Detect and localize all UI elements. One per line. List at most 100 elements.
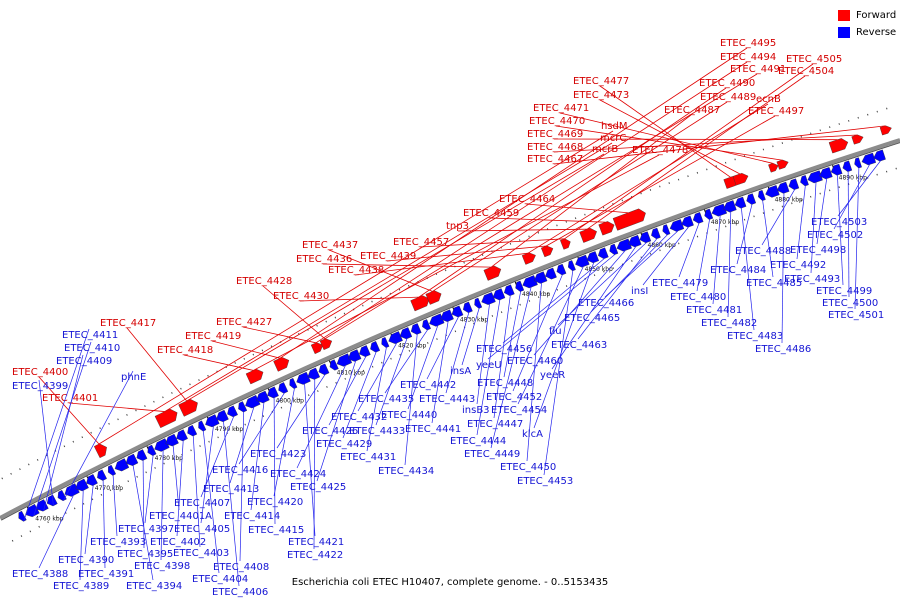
forward-gene-label[interactable]: ETEC_4418 bbox=[157, 345, 213, 356]
reverse-gene-arrow[interactable] bbox=[114, 458, 130, 472]
reverse-gene-label[interactable]: ETEC_4450 bbox=[500, 462, 556, 473]
forward-gene-label[interactable]: mcrC bbox=[600, 133, 626, 144]
reverse-gene-arrow[interactable] bbox=[97, 469, 107, 481]
reverse-gene-label[interactable]: ETEC_4398 bbox=[134, 561, 190, 572]
reverse-gene-label[interactable]: ETEC_4431 bbox=[340, 452, 396, 463]
reverse-gene-label[interactable]: yeeU bbox=[476, 360, 502, 371]
reverse-gene-arrow[interactable] bbox=[474, 297, 483, 309]
forward-gene-label[interactable]: ETEC_4478 bbox=[632, 145, 688, 156]
reverse-gene-arrow[interactable] bbox=[533, 271, 548, 284]
reverse-gene-arrow[interactable] bbox=[842, 160, 853, 172]
reverse-gene-label[interactable]: ETEC_4440 bbox=[381, 410, 437, 421]
reverse-gene-label[interactable]: ETEC_4482 bbox=[701, 318, 757, 329]
reverse-gene-arrow[interactable] bbox=[462, 301, 473, 314]
reverse-gene-label[interactable]: ETEC_4434 bbox=[378, 466, 434, 477]
reverse-gene-arrow[interactable] bbox=[481, 292, 496, 305]
reverse-gene-label[interactable]: insB3 bbox=[462, 405, 490, 416]
reverse-gene-arrow[interactable] bbox=[336, 353, 353, 367]
reverse-gene-label[interactable]: ETEC_4498 bbox=[790, 245, 846, 256]
reverse-gene-label[interactable]: ETEC_4414 bbox=[224, 511, 280, 522]
reverse-gene-arrow[interactable] bbox=[86, 474, 98, 486]
forward-gene-label[interactable]: ETEC_4491 bbox=[730, 64, 786, 75]
forward-gene-label[interactable]: tnp3 bbox=[446, 221, 469, 232]
forward-gene-arrow[interactable] bbox=[579, 227, 597, 243]
reverse-gene-arrow[interactable] bbox=[776, 181, 790, 194]
forward-gene-label[interactable]: ETEC_4504 bbox=[778, 66, 834, 77]
reverse-gene-label[interactable]: ETEC_4393 bbox=[90, 537, 146, 548]
reverse-gene-arrow[interactable] bbox=[757, 189, 766, 201]
reverse-gene-label[interactable]: ETEC_4426 bbox=[302, 426, 358, 437]
forward-gene-arrow[interactable] bbox=[768, 162, 779, 173]
reverse-gene-arrow[interactable] bbox=[176, 429, 188, 442]
reverse-gene-arrow[interactable] bbox=[370, 341, 381, 353]
reverse-gene-arrow[interactable] bbox=[639, 231, 652, 244]
reverse-gene-arrow[interactable] bbox=[451, 305, 464, 318]
forward-gene-label[interactable]: ETEC_4489 bbox=[700, 92, 756, 103]
reverse-gene-arrow[interactable] bbox=[704, 208, 714, 220]
forward-gene-label[interactable]: ETEC_4436 bbox=[296, 254, 352, 265]
forward-gene-label[interactable]: ETEC_4469 bbox=[527, 129, 583, 140]
reverse-gene-arrow[interactable] bbox=[25, 503, 40, 518]
reverse-gene-arrow[interactable] bbox=[154, 438, 170, 452]
reverse-gene-label[interactable]: ETEC_4397 bbox=[118, 524, 174, 535]
forward-gene-label[interactable]: ETEC_4457 bbox=[393, 237, 449, 248]
reverse-gene-arrow[interactable] bbox=[765, 185, 780, 198]
reverse-gene-label[interactable]: ETEC_4486 bbox=[755, 344, 811, 355]
reverse-gene-label[interactable]: yeeR bbox=[540, 370, 565, 381]
reverse-gene-label[interactable]: ETEC_4413 bbox=[203, 484, 259, 495]
reverse-gene-label[interactable]: ETEC_4423 bbox=[250, 449, 306, 460]
reverse-gene-arrow[interactable] bbox=[205, 414, 220, 428]
reverse-gene-label[interactable]: ETEC_4501 bbox=[828, 310, 884, 321]
forward-gene-arrow[interactable] bbox=[540, 245, 554, 258]
reverse-gene-arrow[interactable] bbox=[669, 219, 685, 232]
reverse-gene-arrow[interactable] bbox=[586, 251, 600, 264]
reverse-gene-arrow[interactable] bbox=[198, 420, 207, 432]
reverse-gene-label[interactable]: ETEC_4485 bbox=[746, 278, 802, 289]
reverse-gene-arrow[interactable] bbox=[64, 483, 80, 497]
reverse-gene-arrow[interactable] bbox=[492, 288, 506, 301]
reverse-gene-arrow[interactable] bbox=[278, 382, 289, 394]
forward-gene-arrow[interactable] bbox=[410, 295, 430, 312]
reverse-gene-label[interactable]: ETEC_4425 bbox=[290, 482, 346, 493]
reverse-gene-label[interactable]: ETEC_4444 bbox=[450, 436, 506, 447]
reverse-gene-arrow[interactable] bbox=[256, 390, 270, 404]
reverse-gene-label[interactable]: ETEC_4410 bbox=[64, 343, 120, 354]
forward-gene-label[interactable]: ETEC_4497 bbox=[748, 106, 804, 117]
reverse-gene-label[interactable]: ETEC_4435 bbox=[358, 394, 414, 405]
reverse-gene-arrow[interactable] bbox=[329, 359, 339, 371]
forward-gene-arrow[interactable] bbox=[828, 138, 849, 154]
reverse-gene-arrow[interactable] bbox=[187, 424, 198, 437]
reverse-gene-label[interactable]: ETEC_4395 bbox=[117, 549, 173, 560]
forward-gene-label[interactable]: ETEC_4438 bbox=[328, 265, 384, 276]
forward-gene-label[interactable]: mcrB bbox=[592, 144, 618, 155]
reverse-gene-arrow[interactable] bbox=[57, 489, 67, 502]
forward-gene-label[interactable]: ETEC_4477 bbox=[573, 76, 629, 87]
reverse-gene-label[interactable]: ETEC_4415 bbox=[248, 525, 304, 536]
reverse-gene-label[interactable]: ETEC_4493 bbox=[784, 274, 840, 285]
reverse-gene-arrow[interactable] bbox=[347, 349, 362, 362]
reverse-gene-arrow[interactable] bbox=[861, 152, 877, 166]
reverse-gene-label[interactable]: ETEC_4421 bbox=[288, 537, 344, 548]
reverse-gene-label[interactable]: ETEC_4409 bbox=[56, 356, 112, 367]
forward-gene-label[interactable]: ETEC_4495 bbox=[720, 38, 776, 49]
reverse-gene-arrow[interactable] bbox=[289, 377, 298, 389]
reverse-gene-label[interactable]: flu bbox=[549, 326, 562, 337]
reverse-gene-arrow[interactable] bbox=[515, 280, 525, 292]
reverse-gene-arrow[interactable] bbox=[711, 203, 728, 217]
forward-gene-label[interactable]: ETEC_4439 bbox=[360, 251, 416, 262]
reverse-gene-arrow[interactable] bbox=[429, 313, 445, 327]
reverse-gene-label[interactable]: ETEC_4443 bbox=[419, 394, 475, 405]
forward-gene-label[interactable]: ETEC_4428 bbox=[236, 276, 292, 287]
reverse-gene-arrow[interactable] bbox=[388, 331, 403, 345]
forward-gene-label[interactable]: ETEC_4490 bbox=[699, 78, 755, 89]
forward-gene-label[interactable]: ETEC_4467 bbox=[527, 154, 583, 165]
forward-gene-arrow[interactable] bbox=[319, 338, 333, 351]
reverse-gene-label[interactable]: insA bbox=[450, 366, 471, 377]
reverse-gene-arrow[interactable] bbox=[136, 449, 148, 461]
reverse-gene-arrow[interactable] bbox=[788, 178, 800, 190]
reverse-gene-label[interactable]: ETEC_4390 bbox=[58, 555, 114, 566]
reverse-gene-label[interactable]: ETEC_4452 bbox=[486, 392, 542, 403]
reverse-gene-label[interactable]: ETEC_4394 bbox=[126, 581, 182, 592]
reverse-gene-arrow[interactable] bbox=[609, 243, 619, 255]
reverse-gene-arrow[interactable] bbox=[628, 234, 642, 248]
